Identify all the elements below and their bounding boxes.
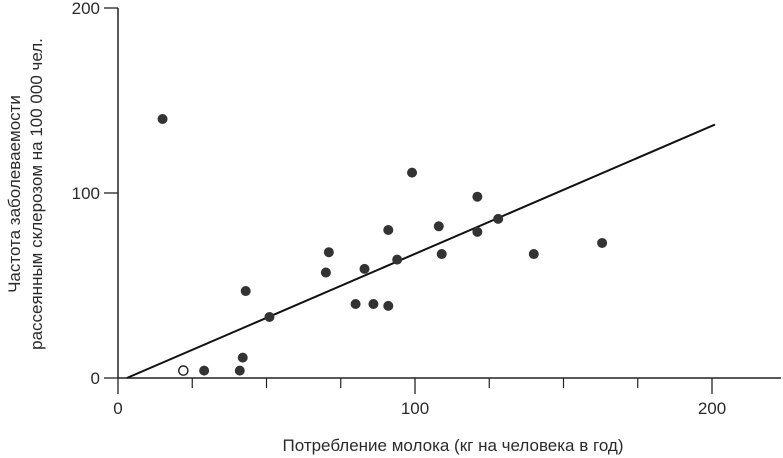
data-point	[436, 249, 447, 260]
tick-labels: 0 100 200 0 100 200	[72, 0, 727, 418]
data-point	[320, 267, 331, 278]
y-axis-title-line1: Частота заболеваемости	[5, 95, 24, 293]
y-axis-title-line2: рассеянным склерозом на 100 000 чел.	[27, 38, 46, 350]
data-point	[407, 167, 418, 178]
x-tick-label: 200	[698, 399, 726, 418]
ticks	[104, 7, 713, 394]
y-tick-label: 0	[91, 369, 100, 388]
data-point	[157, 114, 168, 125]
x-tick-label: 0	[113, 399, 122, 418]
data-point	[240, 286, 251, 297]
y-axis-title: Частота заболеваемости рассеянным склеро…	[5, 38, 46, 350]
x-tick-label: 100	[401, 399, 429, 418]
data-point	[528, 249, 539, 260]
data-point	[264, 311, 275, 322]
data-point	[199, 365, 210, 376]
data-point	[392, 254, 403, 265]
axes	[117, 8, 781, 379]
data-point	[597, 237, 608, 248]
data-point	[383, 300, 394, 311]
data-point	[493, 213, 504, 224]
trend-line	[126, 123, 716, 379]
x-axis-title: Потребление молока (кг на человека в год…	[283, 436, 624, 455]
y-tick-label: 100	[72, 184, 100, 203]
data-point	[359, 263, 370, 274]
data-point	[433, 221, 444, 232]
data-points	[157, 114, 608, 376]
data-point	[323, 247, 334, 258]
data-point	[472, 226, 483, 237]
data-point	[237, 352, 248, 363]
data-point	[368, 298, 379, 309]
y-tick-label: 200	[72, 0, 100, 18]
data-point	[383, 224, 394, 235]
data-point	[234, 365, 245, 376]
data-point	[350, 298, 361, 309]
open-data-point	[178, 365, 189, 376]
data-point	[472, 191, 483, 202]
